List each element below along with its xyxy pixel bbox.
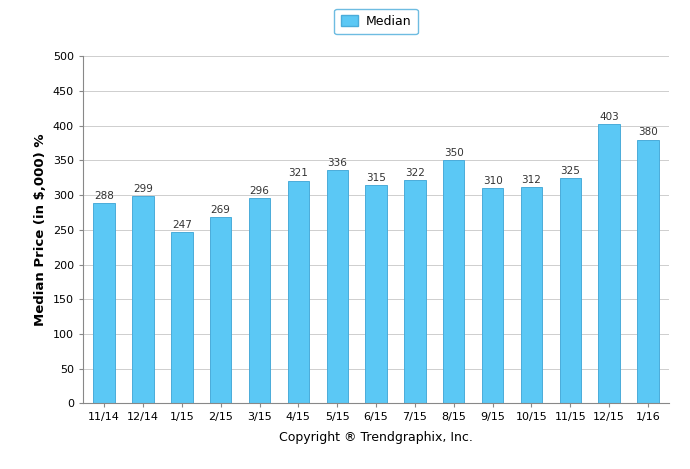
Bar <box>560 178 581 403</box>
Bar <box>171 232 193 403</box>
Text: 288: 288 <box>95 191 114 201</box>
Text: 321: 321 <box>288 168 308 178</box>
Text: 336: 336 <box>327 158 347 168</box>
Text: 299: 299 <box>133 184 153 194</box>
Bar <box>598 124 620 403</box>
Text: 247: 247 <box>172 220 192 230</box>
Y-axis label: Median Price (in $,000) %: Median Price (in $,000) % <box>34 134 47 326</box>
Bar <box>249 198 270 403</box>
Bar <box>404 180 426 403</box>
Bar <box>638 140 659 403</box>
Bar <box>132 196 154 403</box>
Bar <box>482 188 503 403</box>
Bar <box>210 217 231 403</box>
Text: 312: 312 <box>522 174 542 185</box>
Text: 322: 322 <box>405 168 425 178</box>
Bar <box>93 204 115 403</box>
Text: 296: 296 <box>250 186 270 196</box>
Text: 325: 325 <box>560 166 580 176</box>
Bar <box>288 181 309 403</box>
Text: 380: 380 <box>638 128 658 137</box>
Legend: Median: Median <box>335 9 417 34</box>
Bar <box>366 185 386 403</box>
Text: 350: 350 <box>444 148 464 159</box>
Text: 310: 310 <box>483 176 502 186</box>
Text: 269: 269 <box>210 204 230 214</box>
Text: 403: 403 <box>599 112 619 121</box>
Bar <box>326 170 348 403</box>
Text: 315: 315 <box>366 173 386 182</box>
X-axis label: Copyright ® Trendgraphix, Inc.: Copyright ® Trendgraphix, Inc. <box>279 431 473 444</box>
Bar <box>443 160 464 403</box>
Bar <box>521 187 542 403</box>
